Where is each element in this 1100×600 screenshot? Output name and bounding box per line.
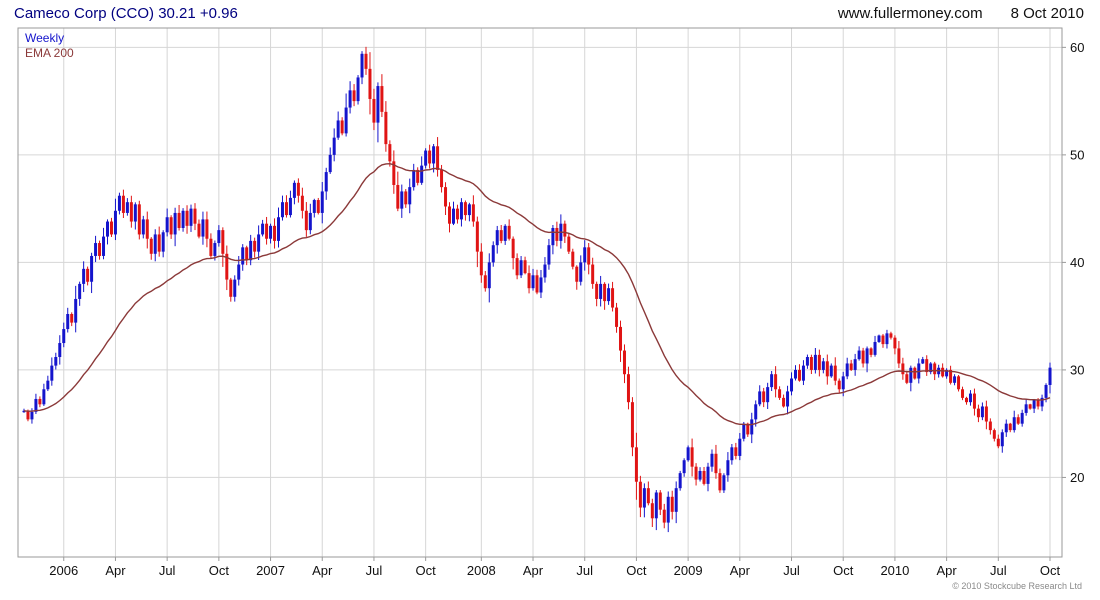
svg-text:2007: 2007 — [256, 563, 285, 578]
legend-weekly-label: Weekly — [25, 31, 65, 45]
svg-text:2009: 2009 — [674, 563, 703, 578]
svg-text:2006: 2006 — [49, 563, 78, 578]
svg-text:Oct: Oct — [833, 563, 854, 578]
svg-text:Jul: Jul — [159, 563, 176, 578]
svg-text:2008: 2008 — [467, 563, 496, 578]
svg-text:Apr: Apr — [105, 563, 126, 578]
svg-text:20: 20 — [1070, 470, 1084, 485]
svg-text:Oct: Oct — [626, 563, 647, 578]
instrument-title: Cameco Corp (CCO) 30.21 +0.96 — [14, 5, 238, 22]
svg-text:Jul: Jul — [990, 563, 1007, 578]
grid-lines — [18, 28, 1062, 557]
svg-text:Oct: Oct — [416, 563, 437, 578]
svg-text:Jul: Jul — [576, 563, 593, 578]
legend-ema-label: EMA 200 — [25, 46, 74, 60]
site-name: www.fullermoney.com — [837, 5, 983, 22]
header-right: www.fullermoney.com 8 Oct 2010 — [838, 5, 1084, 22]
axis-labels: 20 30 40 50 60 2006 Apr Jul Oct 2007 Apr Jul Oct 2008… — [49, 40, 1084, 578]
svg-text:Apr: Apr — [312, 563, 333, 578]
svg-text:30: 30 — [1070, 362, 1084, 377]
svg-text:Jul: Jul — [783, 563, 800, 578]
svg-text:Apr: Apr — [523, 563, 544, 578]
svg-text:60: 60 — [1070, 40, 1084, 55]
chart-date: 8 Oct 2010 — [1010, 5, 1084, 22]
svg-text:Jul: Jul — [366, 563, 383, 578]
svg-text:Oct: Oct — [1040, 563, 1061, 578]
svg-text:50: 50 — [1070, 147, 1084, 162]
svg-text:2010: 2010 — [880, 563, 909, 578]
svg-text:Apr: Apr — [936, 563, 957, 578]
plot-border — [17, 27, 1063, 558]
svg-text:Oct: Oct — [209, 563, 230, 578]
chart-legend: Weekly EMA 200 — [25, 31, 74, 61]
ema-line — [23, 162, 1051, 426]
candlesticks — [22, 46, 1052, 533]
svg-text:40: 40 — [1070, 255, 1084, 270]
copyright-note: © 2010 Stockcube Research Ltd — [952, 581, 1082, 591]
svg-text:Apr: Apr — [730, 563, 751, 578]
